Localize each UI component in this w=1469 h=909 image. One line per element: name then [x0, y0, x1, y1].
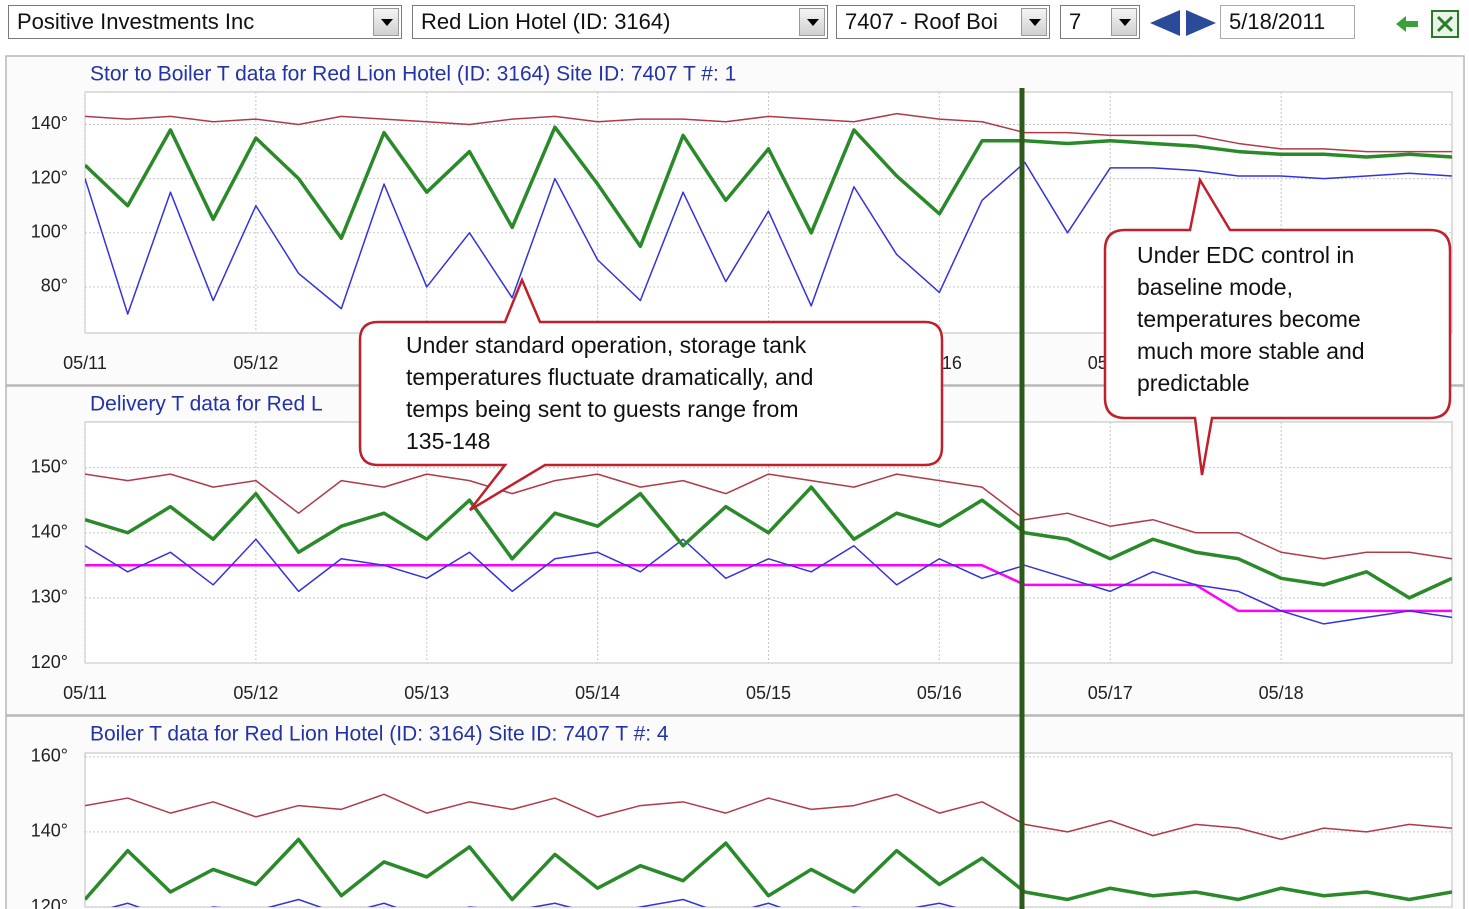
callout-text: predictable: [1137, 370, 1250, 396]
nav-arrows: [1150, 10, 1216, 36]
x-tick-label: 05/11: [63, 683, 107, 703]
callout-text: temperatures become: [1137, 306, 1361, 332]
dropdown-button[interactable]: [799, 8, 825, 36]
y-tick-label: 100°: [31, 222, 68, 242]
chart-title: Stor to Boiler T data for Red Lion Hotel…: [90, 63, 736, 86]
company-select[interactable]: Positive Investments Inc: [8, 5, 402, 39]
site-select[interactable]: Red Lion Hotel (ID: 3164): [412, 5, 828, 39]
site-text: Red Lion Hotel (ID: 3164): [421, 9, 671, 34]
callout: [358, 276, 944, 512]
excel-icon[interactable]: [1431, 10, 1459, 38]
x-tick-label: 05/13: [404, 683, 449, 703]
series-group: [85, 793, 1452, 907]
series-line: [85, 793, 1452, 841]
y-tick-label: 140°: [31, 821, 68, 841]
y-tick-label: 150°: [31, 456, 68, 476]
device-text: 7407 - Roof Boi: [845, 9, 998, 34]
series-line: [110, 898, 957, 907]
company-text: Positive Investments Inc: [17, 9, 255, 34]
x-tick-label: 05/15: [746, 683, 791, 703]
callout-text: baseline mode,: [1137, 274, 1293, 300]
callout-text: 135-148: [406, 428, 490, 454]
excel-mark: [1436, 15, 1454, 33]
callout-text: temperatures fluctuate dramatically, and: [406, 364, 813, 390]
y-tick-label: 140°: [31, 113, 68, 133]
y-tick-label: 160°: [31, 746, 68, 766]
refresh-icon[interactable]: [1396, 16, 1418, 32]
series-line: [85, 112, 1452, 153]
prev-button[interactable]: [1150, 10, 1180, 36]
x-tick-label: 05/18: [1259, 683, 1304, 703]
series-line: [85, 564, 1452, 613]
series-line: [85, 125, 1452, 249]
series-line: [85, 161, 1452, 315]
series-line: [85, 485, 1452, 600]
y-tick-label: 80°: [41, 276, 68, 296]
plot-area: [84, 752, 1453, 908]
callout-text: Under standard operation, storage tank: [406, 332, 807, 358]
x-tick-label: 05/12: [233, 353, 278, 373]
chart-title: Boiler T data for Red Lion Hotel (ID: 31…: [90, 723, 669, 746]
y-tick-label: 120°: [31, 652, 68, 672]
series-group: [85, 473, 1452, 625]
y-tick-label: 120°: [31, 896, 68, 909]
date-text: 5/18/2011: [1229, 9, 1326, 34]
series-line: [85, 538, 1452, 625]
dropdown-button[interactable]: [1021, 8, 1047, 36]
y-tick-label: 120°: [31, 167, 68, 187]
series-group: [85, 112, 1452, 315]
series-line: [85, 837, 1452, 902]
series-line: [85, 473, 1452, 560]
y-tick-label: 130°: [31, 587, 68, 607]
x-tick-label: 05/17: [1088, 683, 1133, 703]
dropdown-button[interactable]: [373, 8, 399, 36]
callout-text: Under EDC control in: [1137, 242, 1354, 268]
x-tick-label: 05/11: [63, 353, 107, 373]
days-select[interactable]: 7: [1060, 5, 1140, 39]
next-button[interactable]: [1186, 10, 1216, 36]
x-tick-label: 05/12: [233, 683, 278, 703]
x-tick-label: 05/14: [575, 683, 620, 703]
callout: [1103, 176, 1452, 476]
callout-text: temps being sent to guests range from: [406, 396, 799, 422]
device-select[interactable]: 7407 - Roof Boi: [836, 5, 1050, 39]
date-field[interactable]: 5/18/2011: [1220, 5, 1355, 39]
dropdown-button[interactable]: [1111, 8, 1137, 36]
chart-title: Delivery T data for Red L: [90, 393, 323, 416]
callout-text: much more stable and: [1137, 338, 1365, 364]
tool-icons: [1396, 10, 1459, 38]
x-tick-label: 05/16: [917, 683, 962, 703]
y-tick-label: 140°: [31, 521, 68, 541]
days-text: 7: [1069, 9, 1082, 34]
